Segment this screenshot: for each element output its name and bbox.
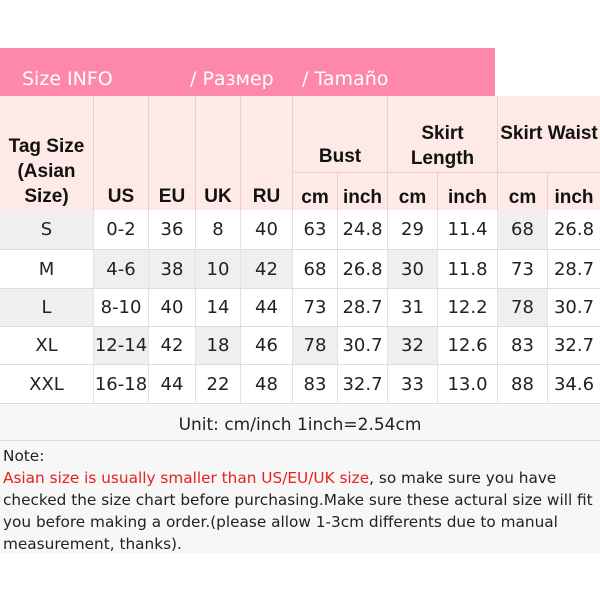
cell-length-inch: 11.4 (437, 210, 497, 249)
cell-length-cm: 33 (387, 365, 437, 403)
cell-waist-inch: 28.7 (547, 250, 600, 288)
cell-tag-size: S (0, 210, 93, 249)
cell-waist-inch: 32.7 (547, 327, 600, 364)
note-text: , so make sure you have checked the size… (3, 469, 593, 553)
cell-length-cm: 29 (387, 210, 437, 249)
cell-bust-inch: 30.7 (337, 327, 387, 364)
cell-length-inch: 12.2 (437, 289, 497, 326)
cell-waist-cm: 73 (497, 250, 547, 288)
banner-spanish: / Tamaño (302, 68, 389, 90)
header-eu: EU (148, 96, 195, 210)
note-box: Note: Asian size is usually smaller than… (0, 441, 600, 553)
cell-bust-inch: 28.7 (337, 289, 387, 326)
header-skirt-length: Skirt Length (387, 96, 497, 172)
cell-waist-inch: 26.8 (547, 210, 600, 249)
cell-waist-cm: 68 (497, 210, 547, 249)
header-waist-inch: inch (547, 172, 600, 210)
table-row: M 4-6 38 10 42 68 26.8 30 11.8 73 28.7 (0, 250, 600, 289)
cell-bust-cm: 68 (292, 250, 337, 288)
note-body: Asian size is usually smaller than US/EU… (3, 467, 600, 555)
cell-bust-cm: 83 (292, 365, 337, 403)
cell-length-inch: 11.8 (437, 250, 497, 288)
cell-uk: 10 (195, 250, 240, 288)
cell-uk: 14 (195, 289, 240, 326)
cell-ru: 44 (240, 289, 292, 326)
cell-tag-size: XL (35, 335, 58, 356)
cell-length-cm: 31 (387, 289, 437, 326)
table-row: XXL 16-18 44 22 48 83 32.7 33 13.0 88 34.6 (0, 365, 600, 404)
cell-length-inch: 12.6 (437, 327, 497, 364)
cell-us: 8-10 (93, 289, 148, 326)
note-highlight: Asian size is usually smaller than US/EU… (3, 469, 370, 487)
header-skirt-waist: Skirt Waist (497, 96, 600, 172)
cell-bust-inch: 26.8 (337, 250, 387, 288)
cell-us: 12-14 (93, 327, 148, 364)
cell-bust-cm: 73 (292, 289, 337, 326)
header-ru: RU (240, 96, 292, 210)
header-length-cm: cm (387, 172, 437, 210)
banner-russian: / Размер (190, 68, 274, 90)
cell-eu: 42 (148, 327, 195, 364)
cell-eu: 36 (148, 210, 195, 249)
cell-tag-size: M (38, 258, 55, 280)
table-row: XL 12-14 42 18 46 78 30.7 32 12.6 83 32.7 (0, 327, 600, 365)
cell-length-cm: 30 (387, 250, 437, 288)
cell-uk: 22 (195, 365, 240, 403)
banner-title: Size INFO (22, 68, 113, 90)
table-row: L 8-10 40 14 44 73 28.7 31 12.2 78 30.7 (0, 289, 600, 327)
cell-tag-size: XXL (29, 373, 64, 395)
cell-length-inch: 13.0 (437, 365, 497, 403)
cell-eu: 44 (148, 365, 195, 403)
size-info-banner: Size INFO / Размер / Tamaño (0, 48, 495, 96)
cell-ru: 40 (240, 210, 292, 249)
header-us: US (93, 96, 148, 210)
cell-length-cm: 32 (387, 327, 437, 364)
header-waist-cm: cm (497, 172, 547, 210)
size-table-body: S 0-2 36 8 40 63 24.8 29 11.4 68 26.8 M 4-6 38 10 42 68 2… (0, 210, 600, 404)
cell-uk: 18 (195, 327, 240, 364)
cell-us: 4-6 (93, 250, 148, 288)
header-length-inch: inch (437, 172, 497, 210)
table-row: S 0-2 36 8 40 63 24.8 29 11.4 68 26.8 (0, 210, 600, 250)
cell-bust-cm: 78 (292, 327, 337, 364)
cell-waist-cm: 78 (497, 289, 547, 326)
header-bust-inch: inch (337, 172, 387, 210)
cell-eu: 38 (148, 250, 195, 288)
header-tag-size: Tag Size (Asian Size) (8, 136, 85, 207)
cell-tag-size: L (0, 289, 93, 326)
cell-waist-cm: 83 (497, 327, 547, 364)
table-header: Tag Size (Asian Size) US EU UK RU Bust S… (0, 96, 600, 210)
cell-waist-inch: 34.6 (547, 365, 600, 403)
cell-ru: 48 (240, 365, 292, 403)
cell-bust-inch: 32.7 (337, 365, 387, 403)
cell-bust-cm: 63 (292, 210, 337, 249)
header-bust-cm: cm (292, 172, 337, 210)
header-bust: Bust (292, 96, 387, 172)
unit-note: Unit: cm/inch 1inch=2.54cm (0, 405, 600, 441)
cell-waist-inch: 30.7 (547, 289, 600, 326)
note-label: Note: (3, 447, 45, 465)
cell-uk: 8 (195, 210, 240, 249)
cell-waist-cm: 88 (497, 365, 547, 403)
cell-ru: 42 (240, 250, 292, 288)
cell-bust-inch: 24.8 (337, 210, 387, 249)
cell-eu: 40 (148, 289, 195, 326)
cell-us: 16-18 (93, 365, 148, 403)
cell-us: 0-2 (93, 210, 148, 249)
cell-ru: 46 (240, 327, 292, 364)
header-uk: UK (195, 96, 240, 210)
